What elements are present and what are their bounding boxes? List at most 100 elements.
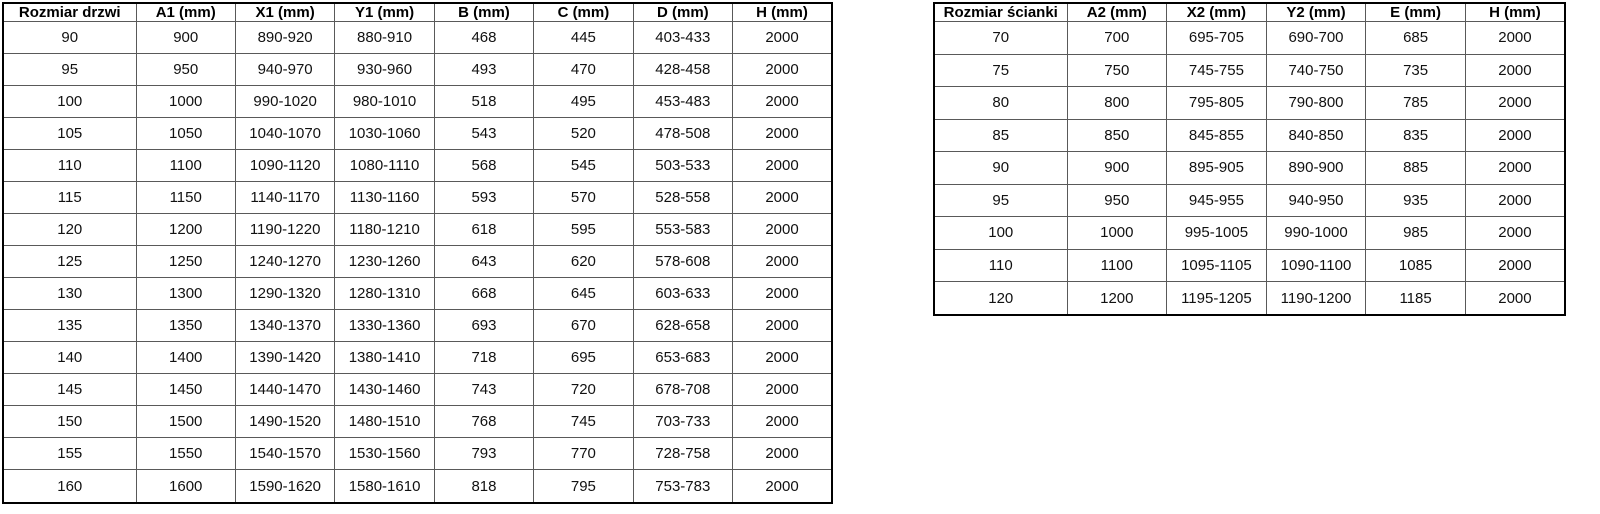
- table-cell: 890-920: [234, 20, 336, 55]
- table-cell: 700: [1066, 21, 1168, 55]
- table-cell: 2000: [1464, 248, 1566, 282]
- table-cell: 1095-1105: [1166, 248, 1267, 282]
- table-row: 95 950 945-955 940-950 935 2000: [933, 183, 1566, 217]
- table-cell: 728-758: [632, 437, 734, 471]
- table-row: 115 1150 1140-1170 1130-1160 593 570 528-558 20…: [2, 181, 833, 215]
- table-cell: 545: [533, 149, 634, 183]
- table-cell: 840-850: [1265, 118, 1367, 152]
- table-cell: 1300: [135, 277, 236, 311]
- table-row: 145 1450 1440-1470 1430-1460 743 720 678-708 20…: [2, 373, 833, 407]
- table-cell: 2000: [732, 469, 833, 504]
- table-cell: 945-955: [1166, 183, 1267, 217]
- table-cell: 1185: [1365, 281, 1466, 316]
- table-cell: 693: [433, 309, 535, 343]
- table-cell: 145: [2, 373, 137, 407]
- table-cell: 95: [2, 53, 137, 87]
- column-header: Y2 (mm): [1265, 2, 1367, 22]
- table-row: 150 1500 1490-1520 1480-1510 768 745 703-733 20…: [2, 405, 833, 439]
- table-cell: 568: [433, 149, 535, 183]
- table-row: 110 1100 1095-1105 1090-1100 1085 2000: [933, 248, 1566, 282]
- table-cell: 670: [533, 309, 634, 343]
- table-cell: 1085: [1365, 248, 1466, 282]
- table-cell: 900: [135, 20, 236, 55]
- table-cell: 2000: [732, 117, 833, 151]
- table-cell: 1100: [135, 149, 236, 183]
- door-table-header-row: Rozmiar drzwi A1 (mm) X1 (mm) Y1 (mm) B (mm)…: [2, 2, 833, 22]
- table-cell: 900: [1066, 151, 1168, 185]
- table-cell: 2000: [732, 437, 833, 471]
- table-cell: 1480-1510: [334, 405, 435, 439]
- table-cell: 1540-1570: [234, 437, 336, 471]
- table-cell: 160: [2, 469, 137, 504]
- table-cell: 2000: [1464, 21, 1566, 55]
- table-cell: 135: [2, 309, 137, 343]
- table-cell: 2000: [1464, 86, 1566, 120]
- table-cell: 2000: [1464, 151, 1566, 185]
- table-cell: 800: [1066, 86, 1168, 120]
- table-row: 100 1000 995-1005 990-1000 985 2000: [933, 216, 1566, 250]
- table-cell: 768: [433, 405, 535, 439]
- table-cell: 895-905: [1166, 151, 1267, 185]
- table-cell: 620: [533, 245, 634, 279]
- table-cell: 1250: [135, 245, 236, 279]
- column-header: A1 (mm): [135, 2, 236, 22]
- table-cell: 2000: [732, 181, 833, 215]
- table-cell: 75: [933, 53, 1068, 87]
- table-cell: 1195-1205: [1166, 281, 1267, 316]
- table-cell: 685: [1365, 21, 1466, 55]
- table-cell: 1230-1260: [334, 245, 435, 279]
- table-cell: 1580-1610: [334, 469, 435, 504]
- table-cell: 1450: [135, 373, 236, 407]
- table-row: 160 1600 1590-1620 1580-1610 818 795 753-783 20…: [2, 469, 833, 504]
- table-cell: 1190-1220: [234, 213, 336, 247]
- table-cell: 2000: [732, 277, 833, 311]
- table-cell: 835: [1365, 118, 1466, 152]
- table-row: 80 800 795-805 790-800 785 2000: [933, 86, 1566, 120]
- table-cell: 935: [1365, 183, 1466, 217]
- table-cell: 950: [1066, 183, 1168, 217]
- table-cell: 695: [533, 341, 634, 375]
- table-cell: 930-960: [334, 53, 435, 87]
- table-cell: 593: [433, 181, 535, 215]
- table-cell: 795: [533, 469, 634, 504]
- table-cell: 703-733: [632, 405, 734, 439]
- table-cell: 1380-1410: [334, 341, 435, 375]
- table-cell: 645: [533, 277, 634, 311]
- table-cell: 155: [2, 437, 137, 471]
- table-cell: 478-508: [632, 117, 734, 151]
- table-cell: 1050: [135, 117, 236, 151]
- table-cell: 2000: [732, 405, 833, 439]
- table-cell: 1340-1370: [234, 309, 336, 343]
- table-cell: 1550: [135, 437, 236, 471]
- table-cell: 2000: [732, 309, 833, 343]
- table-cell: 100: [2, 85, 137, 119]
- door-sizes-table: Rozmiar drzwi A1 (mm) X1 (mm) Y1 (mm) B (mm)…: [2, 2, 833, 504]
- table-cell: 2000: [732, 20, 833, 55]
- table-cell: 1600: [135, 469, 236, 504]
- table-cell: 1000: [1066, 216, 1168, 250]
- table-cell: 1150: [135, 181, 236, 215]
- table-cell: 1590-1620: [234, 469, 336, 504]
- table-cell: 1500: [135, 405, 236, 439]
- table-cell: 980-1010: [334, 85, 435, 119]
- table-cell: 468: [433, 20, 535, 55]
- table-cell: 553-583: [632, 213, 734, 247]
- table-cell: 2000: [732, 245, 833, 279]
- table-cell: 150: [2, 405, 137, 439]
- table-cell: 1190-1200: [1265, 281, 1367, 316]
- table-cell: 753-783: [632, 469, 734, 504]
- table-cell: 470: [533, 53, 634, 87]
- table-cell: 890-900: [1265, 151, 1367, 185]
- table-cell: 90: [2, 20, 137, 55]
- table-cell: 940-970: [234, 53, 336, 87]
- column-header: H (mm): [732, 2, 833, 22]
- table-row: 130 1300 1290-1320 1280-1310 668 645 603-633 20…: [2, 277, 833, 311]
- table-cell: 1330-1360: [334, 309, 435, 343]
- table-cell: 850: [1066, 118, 1168, 152]
- table-cell: 493: [433, 53, 535, 87]
- table-cell: 1440-1470: [234, 373, 336, 407]
- table-row: 90 900 895-905 890-900 885 2000: [933, 151, 1566, 185]
- table-cell: 1040-1070: [234, 117, 336, 151]
- table-cell: 518: [433, 85, 535, 119]
